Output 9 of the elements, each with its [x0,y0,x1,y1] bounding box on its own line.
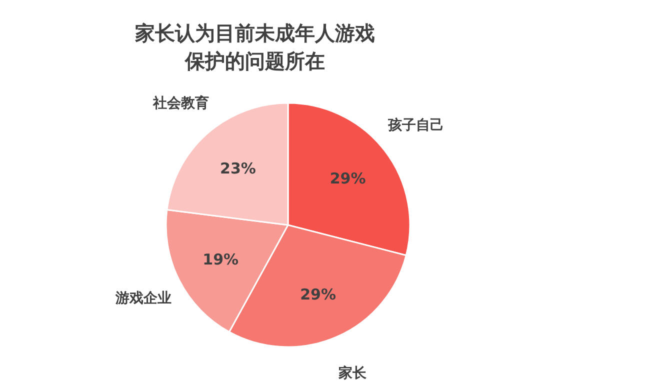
data-label: 29% [330,170,366,188]
chart-title: 家长认为目前未成年人游戏保护的问题所在 [134,21,375,73]
data-label: 19% [202,250,239,268]
slice-label: 孩子自己 [387,116,444,134]
data-label: 29% [300,285,336,304]
slice-label: 社会教育 [152,94,209,112]
slice-label: 游戏企业 [114,290,172,307]
data-label: 23% [220,159,256,178]
slice-label: 家长 [337,364,368,381]
